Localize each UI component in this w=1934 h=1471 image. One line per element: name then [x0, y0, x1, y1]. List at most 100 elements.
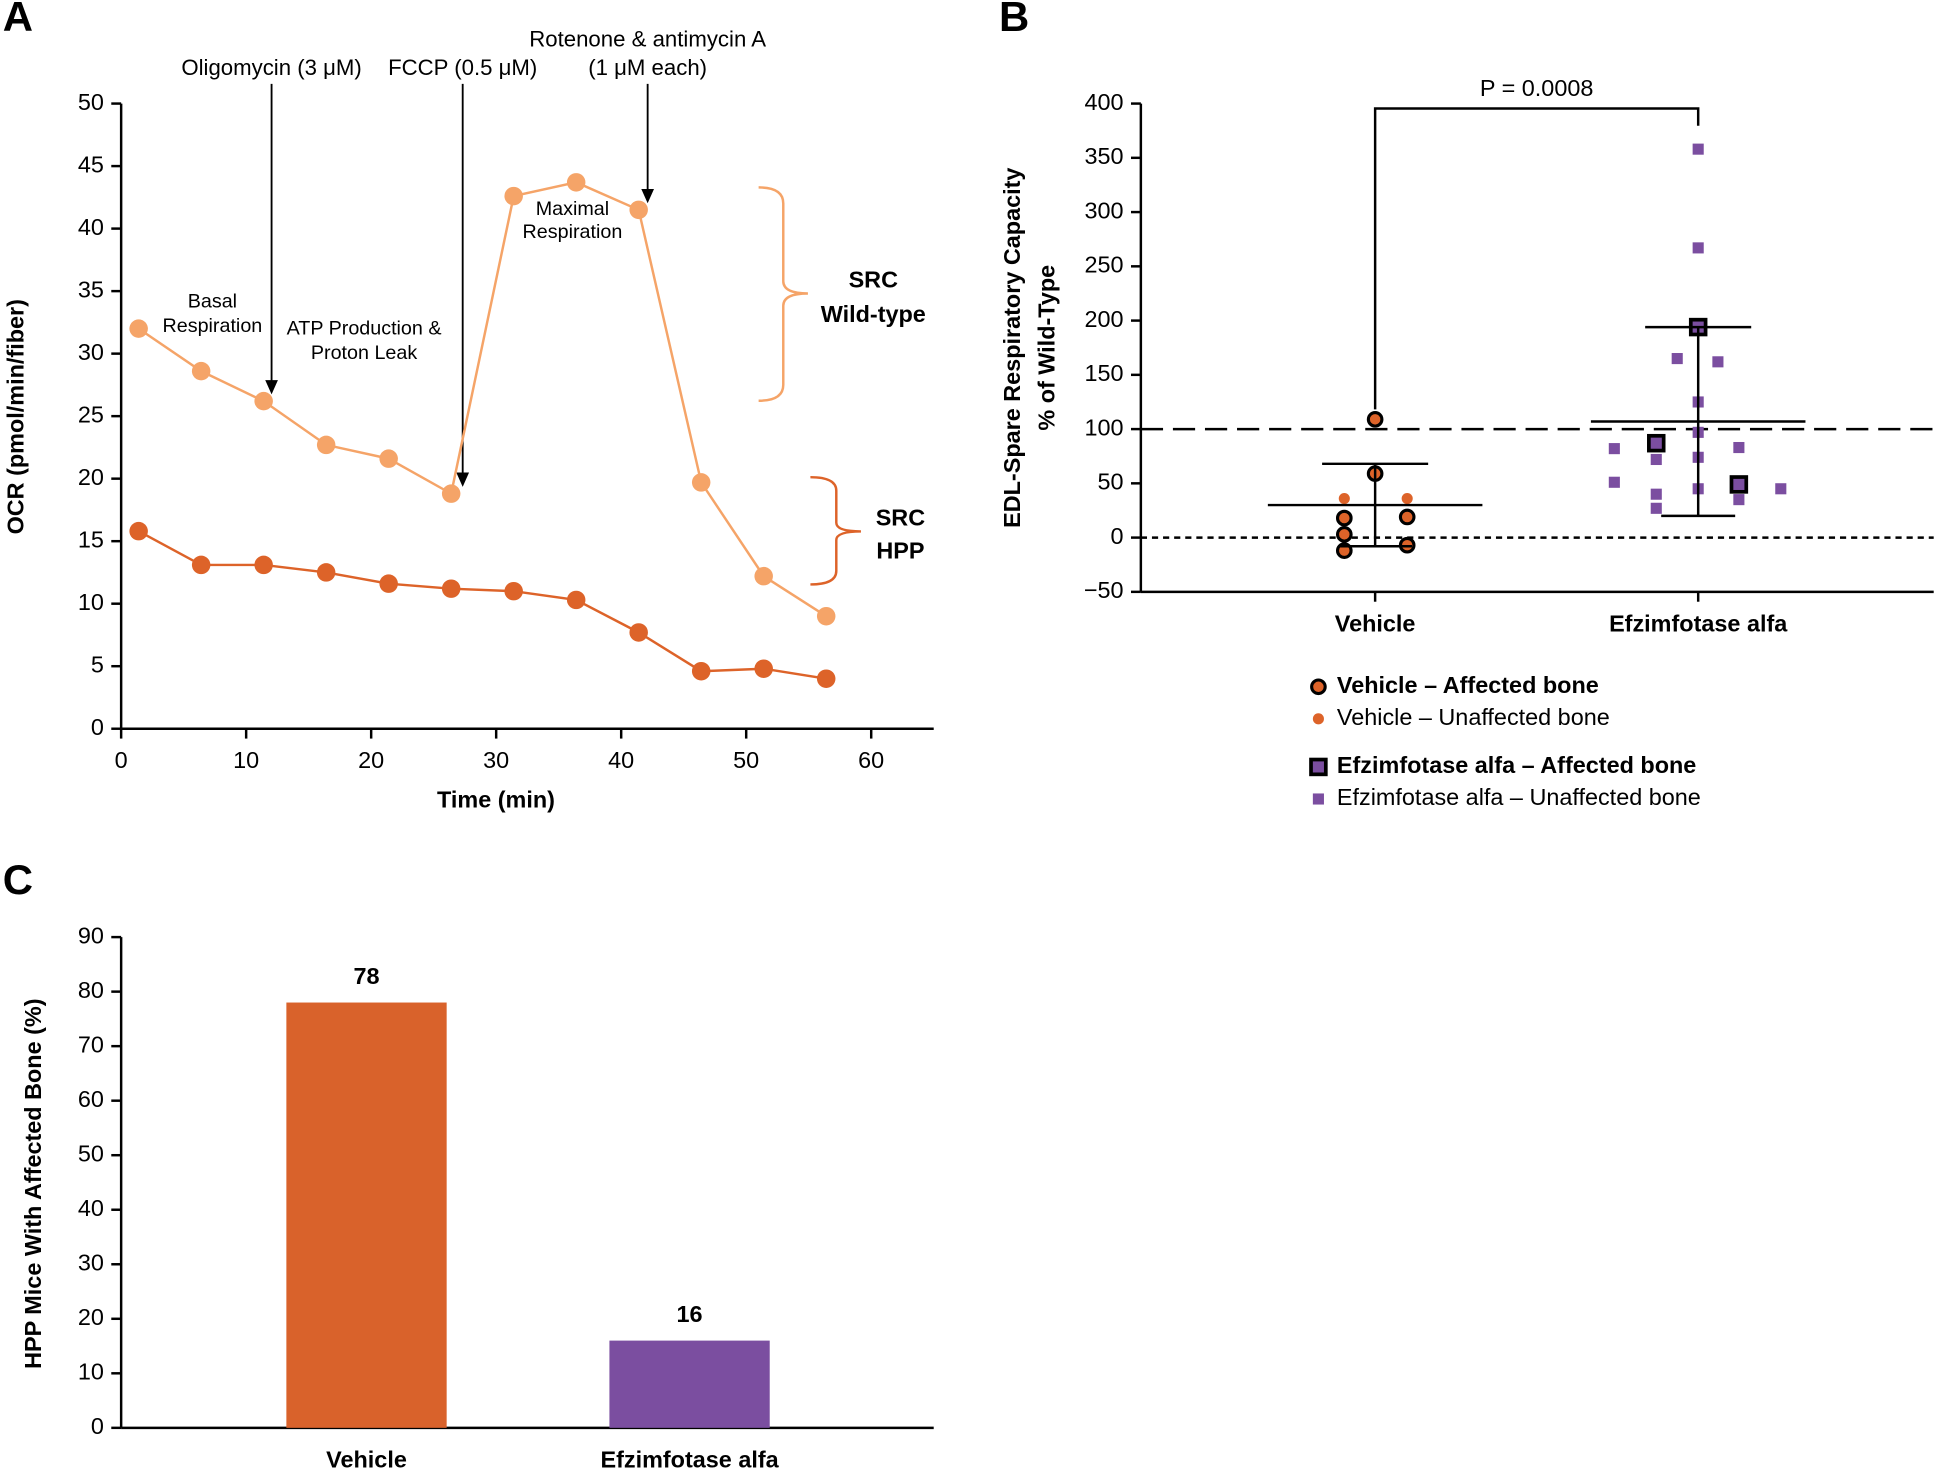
value-label: 78 — [353, 963, 379, 989]
point — [691, 473, 711, 492]
point — [754, 659, 773, 678]
y-axis-title: HPP Mice With Affected Bone (%) — [20, 998, 46, 1368]
y-tick-label: 25 — [78, 401, 104, 427]
annotation: SRC — [849, 266, 899, 292]
legend-label: Vehicle – Affected bone — [1337, 672, 1599, 698]
point — [1608, 443, 1620, 455]
y-tick-label: 250 — [1085, 252, 1124, 278]
point — [129, 319, 148, 338]
point — [1401, 492, 1413, 505]
point — [504, 186, 523, 206]
point — [1309, 757, 1328, 777]
bar — [286, 1002, 447, 1428]
line — [137, 181, 827, 618]
point — [441, 484, 461, 503]
point — [566, 173, 586, 192]
error-bar — [1645, 325, 1752, 518]
x-axis-title: Time (min) — [437, 787, 555, 813]
point — [1608, 476, 1620, 488]
annotation: Respiration — [163, 315, 263, 337]
point — [1650, 502, 1662, 514]
point — [191, 555, 211, 575]
value-label: 16 — [677, 1301, 703, 1327]
point — [441, 579, 461, 598]
point — [1312, 793, 1324, 805]
point — [1692, 242, 1704, 254]
y-tick-label: 10 — [78, 589, 104, 615]
point — [1335, 509, 1353, 527]
y-tick-label: 150 — [1085, 360, 1124, 386]
point — [1650, 488, 1662, 500]
error-bar — [1322, 462, 1429, 548]
y-tick-label: 100 — [1085, 414, 1124, 440]
annotation: SRC — [876, 504, 926, 530]
y-tick-label: 40 — [78, 1195, 104, 1221]
point — [1312, 713, 1324, 725]
annotation: Respiration — [523, 221, 623, 243]
y-tick-label: 40 — [78, 214, 104, 240]
x-tick-label: Efzimfotase alfa — [1609, 610, 1788, 636]
annotation: HPP — [876, 538, 924, 564]
annotation: Wild-type — [821, 301, 926, 327]
point — [1366, 411, 1384, 428]
annotation: Rotenone & antimycin A — [529, 27, 766, 52]
y-tick-label: 10 — [78, 1359, 104, 1385]
y-tick-label: 0 — [91, 1413, 104, 1439]
legend-label: Efzimfotase alfa – Affected bone — [1337, 752, 1696, 778]
y-tick-label: 45 — [78, 151, 104, 177]
point — [1712, 356, 1724, 368]
y-tick-label: 300 — [1085, 197, 1124, 223]
x-tick-label: 10 — [233, 747, 259, 773]
panel-label: C — [3, 856, 33, 903]
y-tick-label: 0 — [91, 714, 104, 740]
annotation: ATP Production & — [287, 317, 442, 339]
y-axis-title: OCR (pmol/min/fiber) — [3, 299, 29, 534]
y-tick-label: 15 — [78, 526, 104, 552]
y-tick-label: 50 — [1098, 469, 1124, 495]
annotation: Oligomycin (3 μM) — [181, 55, 361, 80]
y-tick-label: 80 — [78, 977, 104, 1003]
point — [316, 435, 336, 455]
x-tick-label: Vehicle — [326, 1446, 407, 1471]
annotation: Basal — [188, 290, 237, 312]
y-tick-label: 20 — [78, 1304, 104, 1330]
y-tick-label: 50 — [78, 89, 104, 115]
point — [1650, 453, 1662, 466]
y-tick-label: 60 — [78, 1086, 104, 1112]
y-tick-label: 50 — [78, 1140, 104, 1166]
point — [1338, 492, 1350, 505]
x-tick-label: 0 — [115, 747, 128, 773]
legend-label: Efzimfotase alfa – Unaffected bone — [1337, 784, 1701, 810]
braces — [758, 186, 861, 586]
x-tick-label: 60 — [858, 747, 884, 773]
x-tick-label: 50 — [733, 747, 759, 773]
x-tick-label: 30 — [483, 747, 509, 773]
point — [254, 555, 273, 575]
y-axis-title: % of Wild-Type — [1034, 265, 1060, 431]
line — [138, 530, 827, 680]
point — [1729, 475, 1749, 494]
point — [691, 661, 711, 681]
y-axis-title: EDL-Spare Respiratory Capacity — [999, 168, 1025, 528]
x-tick-label: 20 — [358, 747, 384, 773]
point — [1335, 526, 1353, 543]
point — [566, 590, 586, 610]
point — [379, 574, 398, 593]
y-tick-label: 400 — [1085, 89, 1124, 115]
y-tick-label: −50 — [1084, 577, 1124, 603]
annotation: Maximal — [536, 198, 609, 220]
x-tick-label: 40 — [608, 747, 634, 773]
point — [816, 606, 836, 626]
y-tick-label: 350 — [1085, 143, 1124, 169]
y-tick-label: 5 — [91, 651, 104, 677]
bar — [609, 1340, 770, 1428]
point — [629, 200, 648, 220]
point — [1398, 508, 1416, 526]
point — [129, 521, 148, 541]
y-tick-label: 0 — [1111, 523, 1124, 549]
p-value: P = 0.0008 — [1480, 75, 1593, 101]
point — [754, 566, 773, 586]
point — [629, 623, 648, 642]
point — [1647, 433, 1666, 453]
